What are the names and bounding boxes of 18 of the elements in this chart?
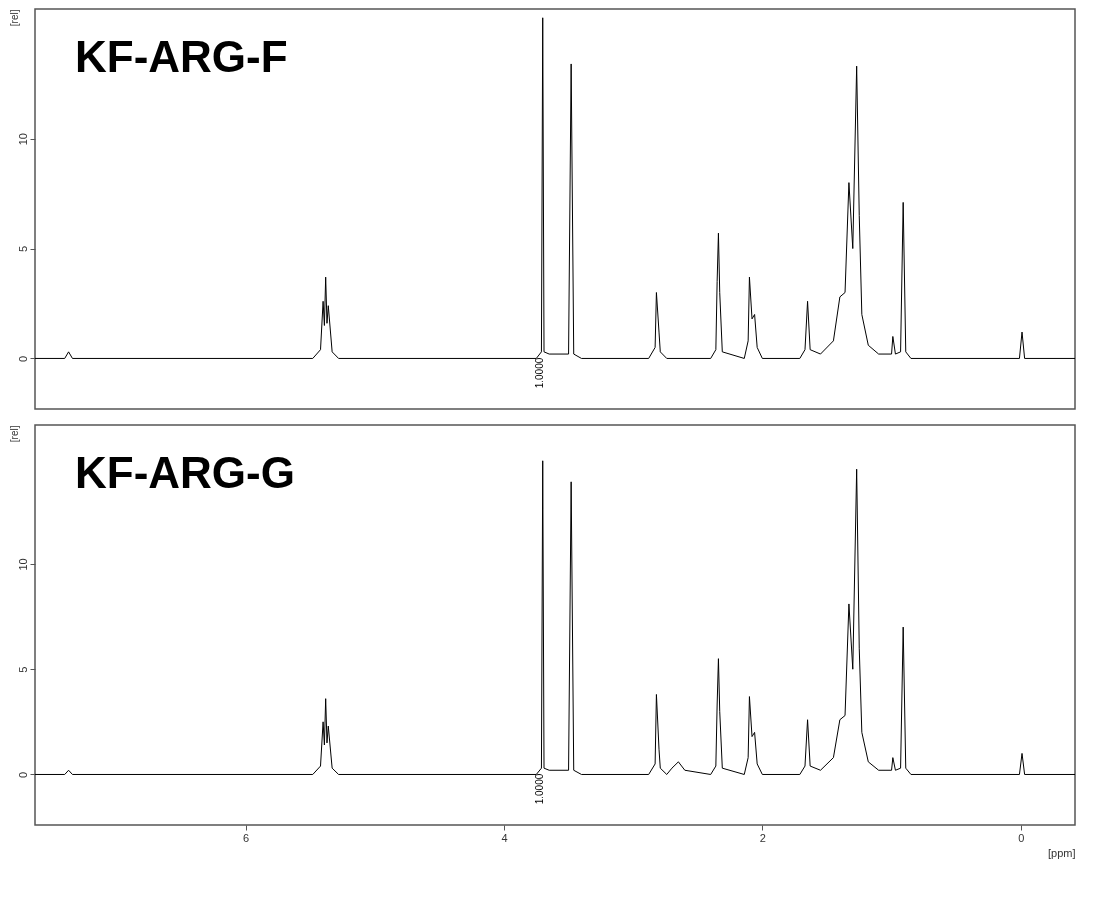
y-tick-label: 0 (16, 771, 29, 779)
y-tick-label: 5 (16, 666, 29, 673)
y-tick-label: 0 (16, 355, 29, 363)
x-tick-label: 2 (759, 831, 766, 844)
text: KF-ARG-F (75, 32, 288, 81)
text: KF-ARG-G (75, 448, 295, 497)
y-axis-title: [rel] (8, 425, 20, 443)
y-tick-label: 10 (16, 133, 29, 146)
y-axis-title: [rel] (8, 9, 20, 27)
annotation: 1.0000 (534, 773, 545, 805)
line-series (35, 17, 1075, 359)
x-axis-title: [ppm] (1047, 846, 1076, 859)
x-tick-label: 0 (1018, 831, 1025, 844)
annotation: 1.0000 (534, 357, 545, 389)
x-tick-label: 4 (501, 831, 508, 844)
x-tick-label: 6 (243, 831, 250, 844)
y-tick-label: 10 (16, 558, 29, 571)
y-tick-label: 5 (16, 246, 29, 253)
